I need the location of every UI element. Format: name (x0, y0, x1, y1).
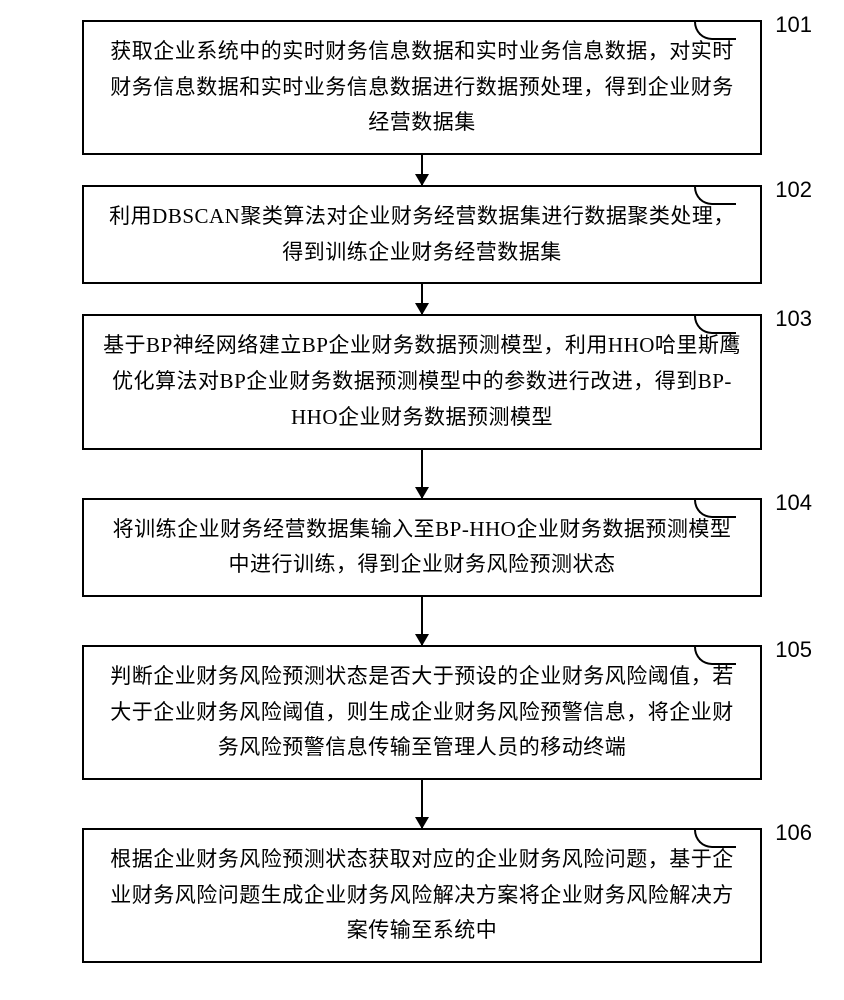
label-connector (694, 312, 736, 334)
step-label: 102 (775, 177, 812, 203)
flowchart-step: 判断企业财务风险预测状态是否大于预设的企业财务风险阈值，若大于企业财务风险阈值，… (22, 645, 822, 780)
step-box: 判断企业财务风险预测状态是否大于预设的企业财务风险阈值，若大于企业财务风险阈值，… (82, 645, 762, 780)
step-box: 将训练企业财务经营数据集输入至BP-HHO企业财务数据预测模型中进行训练，得到企… (82, 498, 762, 597)
step-label: 106 (775, 820, 812, 846)
arrow-down-icon (421, 450, 423, 498)
arrow-down-icon (421, 155, 423, 185)
label-connector (694, 643, 736, 665)
step-box: 根据企业财务风险预测状态获取对应的企业财务风险问题，基于企业财务风险问题生成企业… (82, 828, 762, 963)
step-box: 利用DBSCAN聚类算法对企业财务经营数据集进行数据聚类处理，得到训练企业财务经… (82, 185, 762, 284)
flowchart-step: 获取企业系统中的实时财务信息数据和实时业务信息数据，对实时财务信息数据和实时业务… (22, 20, 822, 155)
arrow-down-icon (421, 597, 423, 645)
flowchart-container: 获取企业系统中的实时财务信息数据和实时业务信息数据，对实时财务信息数据和实时业务… (22, 20, 822, 963)
step-label: 105 (775, 637, 812, 663)
arrow-down-icon (421, 284, 423, 314)
step-box: 基于BP神经网络建立BP企业财务数据预测模型，利用HHO哈里斯鹰优化算法对BP企… (82, 314, 762, 449)
label-connector (694, 826, 736, 848)
flowchart-step: 基于BP神经网络建立BP企业财务数据预测模型，利用HHO哈里斯鹰优化算法对BP企… (22, 314, 822, 449)
arrow-down-icon (421, 780, 423, 828)
flowchart-step: 将训练企业财务经营数据集输入至BP-HHO企业财务数据预测模型中进行训练，得到企… (22, 498, 822, 597)
step-label: 101 (775, 12, 812, 38)
label-connector (694, 183, 736, 205)
label-connector (694, 18, 736, 40)
flowchart-step: 利用DBSCAN聚类算法对企业财务经营数据集进行数据聚类处理，得到训练企业财务经… (22, 185, 822, 284)
step-label: 103 (775, 306, 812, 332)
step-label: 104 (775, 490, 812, 516)
flowchart-step: 根据企业财务风险预测状态获取对应的企业财务风险问题，基于企业财务风险问题生成企业… (22, 828, 822, 963)
step-box: 获取企业系统中的实时财务信息数据和实时业务信息数据，对实时财务信息数据和实时业务… (82, 20, 762, 155)
label-connector (694, 496, 736, 518)
